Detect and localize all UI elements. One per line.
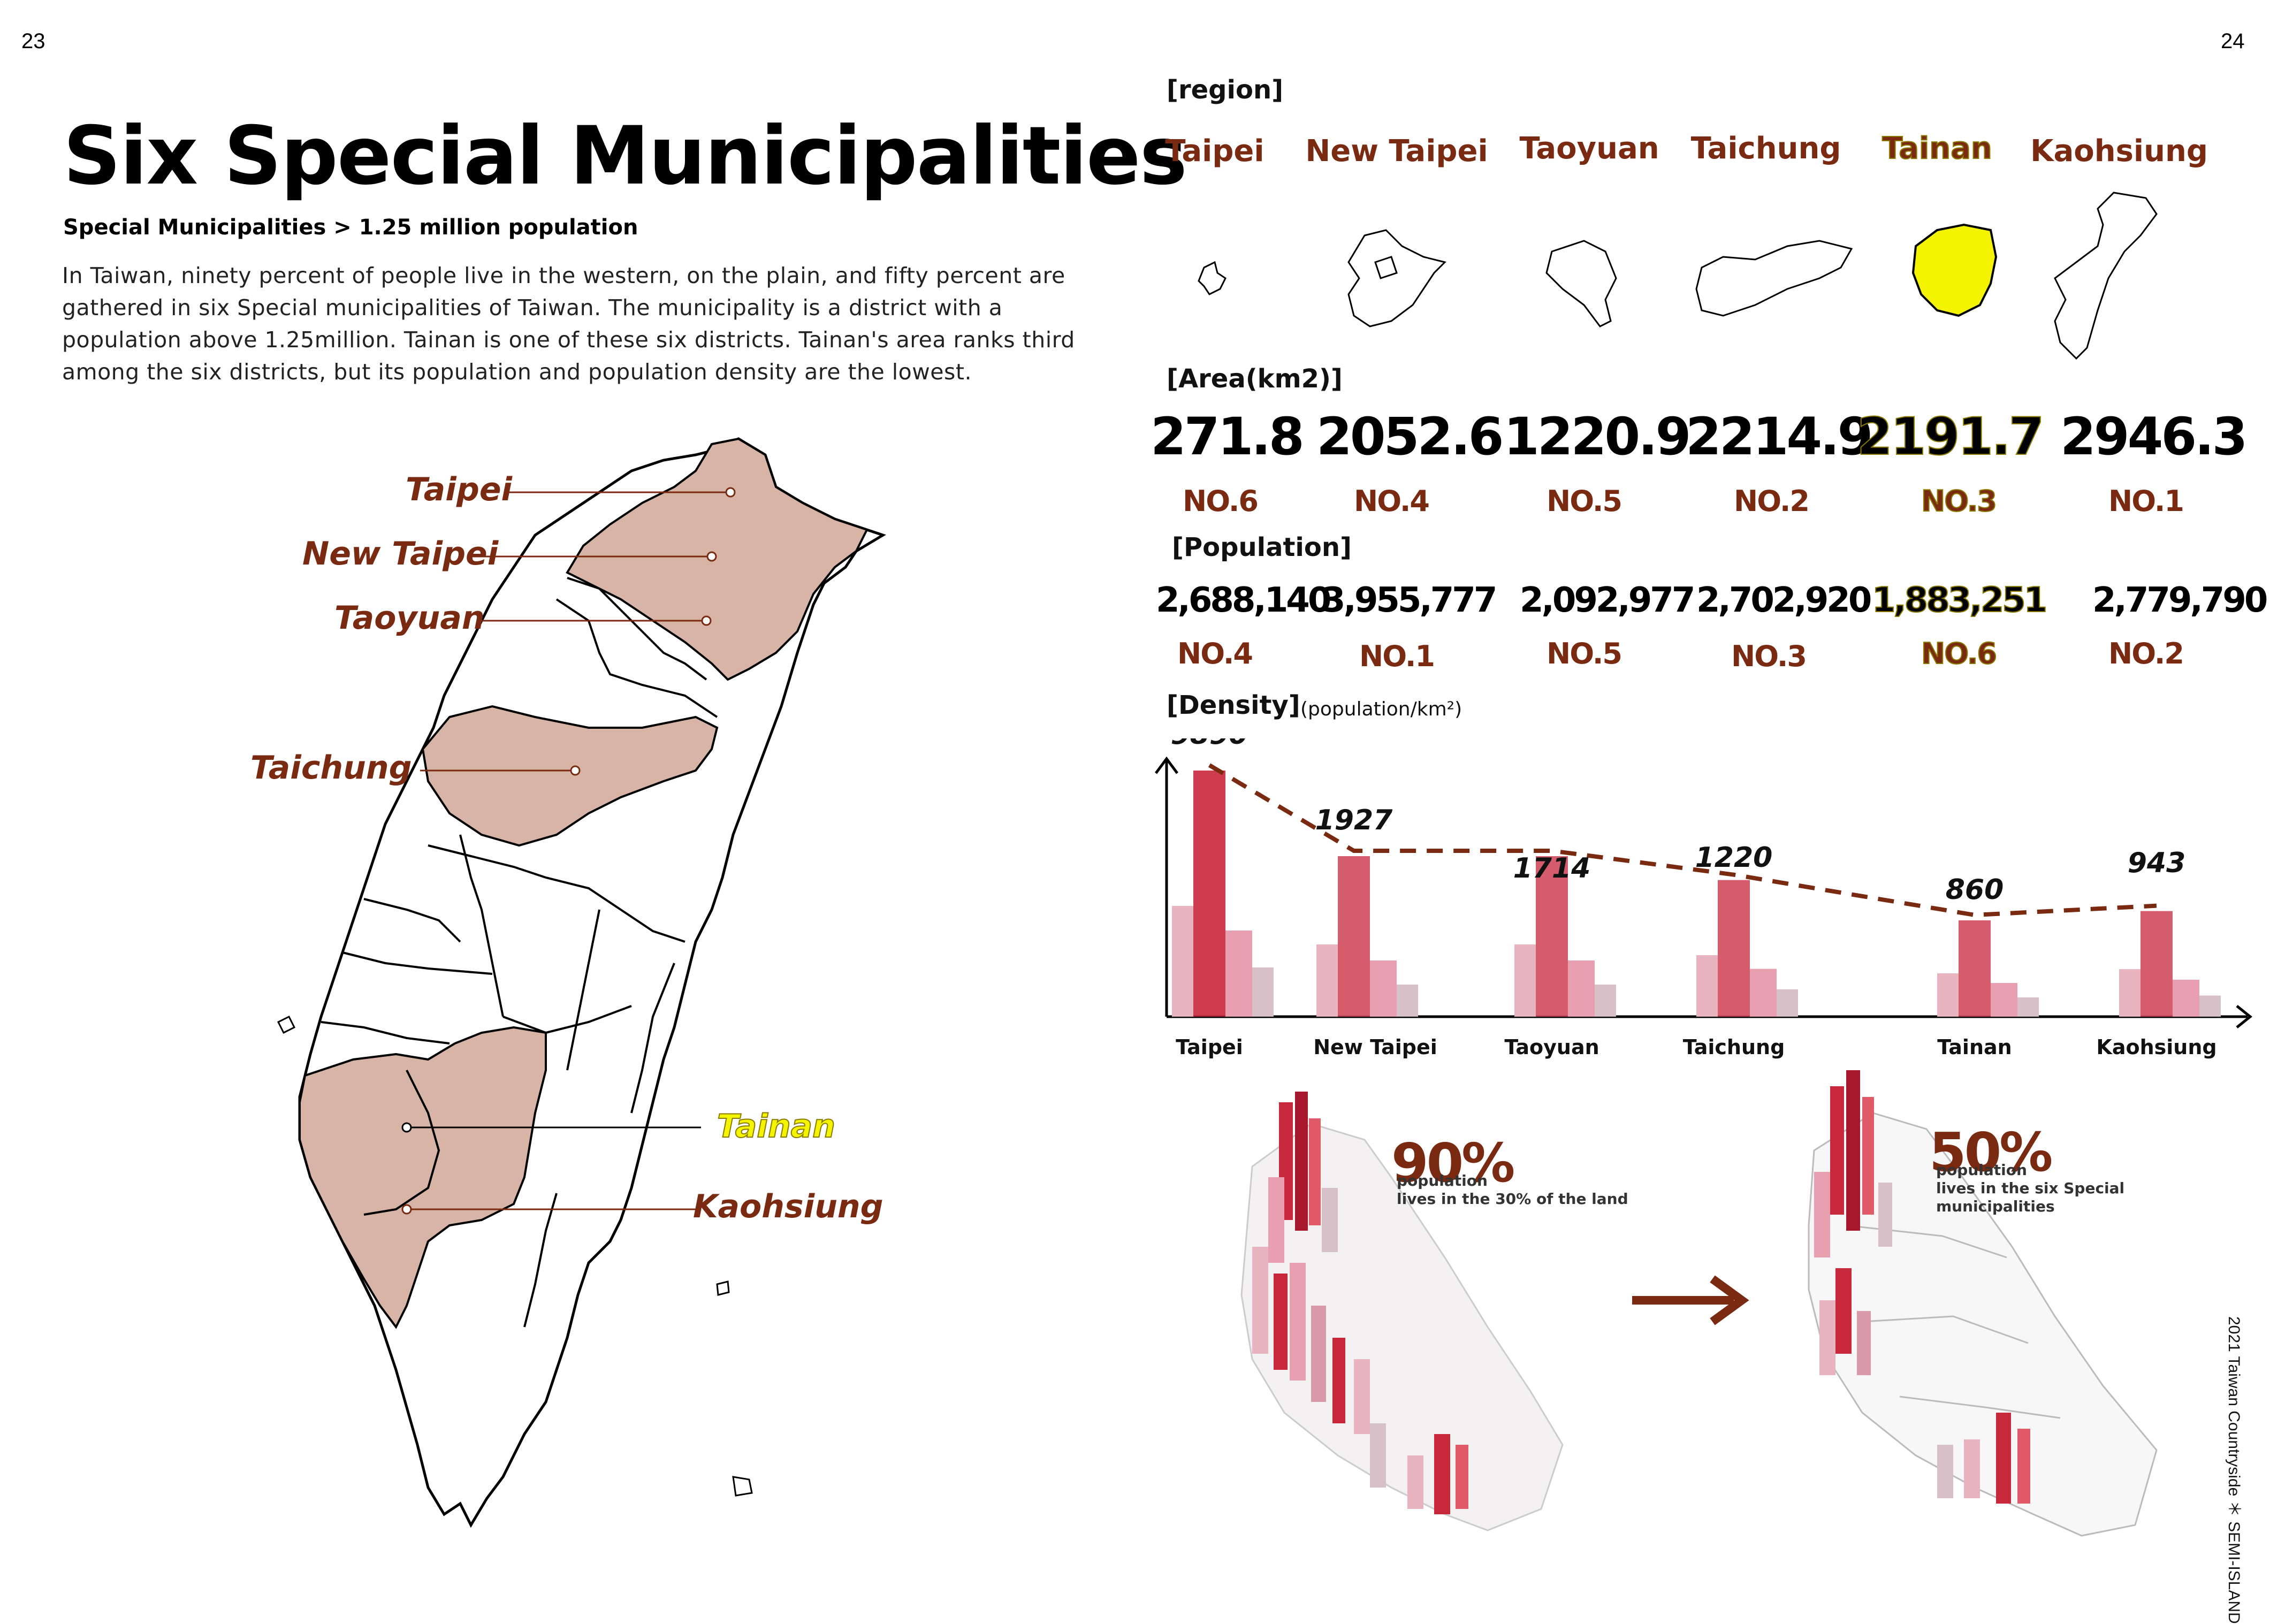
orchid-island xyxy=(732,1476,753,1497)
region-name-taichung: Taichung xyxy=(1690,131,1841,166)
area-rank-new-taipei: NO.4 xyxy=(1354,484,1430,518)
population-rank-taoyuan: NO.5 xyxy=(1547,637,1622,670)
bars-left xyxy=(1252,1092,1468,1514)
area-value-new-taipei: 2052.6 xyxy=(1316,407,1504,467)
density-bar-kaohsiung xyxy=(2119,911,2221,1017)
population-value-taichung: 2,702,920 xyxy=(1696,581,1872,620)
footer-vertical: 2021 Taiwan Countryside ＊ SEMI-ISLAND xyxy=(2225,1316,2243,1624)
outline-taichung xyxy=(1695,240,1853,317)
density-category-label: New Taipei xyxy=(1313,1035,1437,1059)
map-label-new-taipei: New Taipei xyxy=(302,535,499,573)
map-label-taipei: Taipei xyxy=(406,471,513,508)
area-rank-taoyuan: NO.5 xyxy=(1547,484,1622,518)
density-bar-taipei xyxy=(1172,771,1274,1017)
density-category-label: Kaohsiung xyxy=(2096,1035,2216,1059)
green-island xyxy=(716,1280,730,1296)
outline-new-taipei xyxy=(1347,229,1446,327)
population-rank-new-taipei: NO.1 xyxy=(1359,639,1435,673)
region-name-tainan: Tainan xyxy=(1881,131,1993,166)
percent-50: 50% xyxy=(1929,1121,2053,1184)
population-rank-taipei: NO.4 xyxy=(1177,637,1253,670)
density-category-label: Taipei xyxy=(1176,1035,1243,1059)
density-map-90 xyxy=(1240,1092,1564,1531)
page-number-left: 23 xyxy=(21,29,45,53)
area-value-taichung: 2214.9 xyxy=(1686,407,1873,467)
map-label-taoyuan: Taoyuan xyxy=(334,599,485,637)
density-category-label: Taoyuan xyxy=(1504,1035,1599,1059)
area-value-taoyuan: 1220.9 xyxy=(1504,407,1691,467)
percent-50-caption: population lives in the six Special muni… xyxy=(1936,1161,2125,1215)
outline-taipei xyxy=(1198,261,1227,295)
population-rank-taichung: NO.3 xyxy=(1731,639,1807,673)
area-value-taipei: 271.8 xyxy=(1151,407,1305,467)
page-number-right: 24 xyxy=(2221,29,2245,53)
density-value-label: 1714 xyxy=(1513,852,1591,885)
taiwan-map xyxy=(277,437,886,1528)
page-title: Six Special Municipalities xyxy=(63,110,1187,203)
density-bar-tainan xyxy=(1937,920,2039,1017)
taichung-fill xyxy=(421,705,719,847)
population-rank-tainan: NO.6 xyxy=(1921,636,1998,671)
region-name-taoyuan: Taoyuan xyxy=(1519,131,1659,166)
area-value-kaohsiung: 2946.3 xyxy=(2060,407,2248,467)
population-rank-kaohsiung: NO.2 xyxy=(2108,637,2184,670)
area-value-tainan: 2191.7 xyxy=(1856,406,2045,467)
region-heading: [region] xyxy=(1167,75,1284,105)
density-heading: [Density] xyxy=(1167,690,1300,720)
percent-90: 90% xyxy=(1391,1132,1515,1194)
outline-taoyuan xyxy=(1545,240,1617,327)
population-value-taoyuan: 2,092,977 xyxy=(1520,581,1695,620)
area-rank-tainan: NO.3 xyxy=(1921,484,1998,519)
outline-kaohsiung xyxy=(2054,192,2158,360)
intro-paragraph: In Taiwan, ninety percent of people live… xyxy=(62,263,1075,385)
density-value-label: 860 xyxy=(1946,874,2004,906)
density-category-label: Tainan xyxy=(1937,1035,2012,1059)
map-label-kaohsiung: Kaohsiung xyxy=(693,1188,883,1225)
map-label-taichung: Taichung xyxy=(250,749,412,787)
density-value-label: 943 xyxy=(2128,847,2186,879)
density-bar-taichung xyxy=(1696,880,1798,1017)
region-name-taipei: Taipei xyxy=(1165,134,1265,169)
percent-90-caption: population lives in the 30% of the land xyxy=(1397,1172,1628,1208)
map-label-tainan: Tainan xyxy=(717,1107,836,1146)
page-subtitle: Special Municipalities > 1.25 million po… xyxy=(63,215,638,240)
population-value-kaohsiung: 2,779,790 xyxy=(2092,581,2268,620)
area-rank-kaohsiung: NO.1 xyxy=(2108,484,2184,518)
density-bar-new-taipei xyxy=(1316,856,1418,1017)
taiwan-outline xyxy=(298,437,886,1528)
south-region-fill xyxy=(299,1026,547,1329)
density-unit: (population/km²) xyxy=(1300,698,1462,720)
density-value-label: 9890 xyxy=(1171,738,1248,751)
area-heading: [Area(km2)] xyxy=(1167,364,1343,394)
region-outlines xyxy=(1198,192,2158,360)
density-map-50 xyxy=(1808,1070,2158,1537)
region-name-kaohsiung: Kaohsiung xyxy=(2030,134,2208,169)
population-heading: [Population] xyxy=(1172,532,1352,562)
density-value-label: 1220 xyxy=(1695,842,1773,874)
penghu-islands xyxy=(277,1015,296,1034)
population-value-new-taipei: 3,955,777 xyxy=(1322,581,1497,620)
density-value-label: 1927 xyxy=(1315,804,1393,836)
outline-tainan xyxy=(1911,223,1998,317)
density-trend-line xyxy=(1208,763,2157,918)
north-region-fill xyxy=(566,437,869,681)
area-rank-taipei: NO.6 xyxy=(1183,484,1259,518)
bars-right xyxy=(1814,1070,2030,1504)
right-arrow-icon xyxy=(1632,1275,1749,1325)
density-bar-taoyuan xyxy=(1514,856,1616,1017)
density-category-label: Taichung xyxy=(1683,1035,1785,1059)
region-name-new-taipei: New Taipei xyxy=(1305,134,1488,169)
area-rank-taichung: NO.2 xyxy=(1734,484,1810,518)
population-value-taipei: 2,688,140 xyxy=(1156,581,1331,620)
density-chart: 9890 1927 1714 1220 860 943 Taipei New Taipei Ta… xyxy=(1154,738,2253,1059)
population-value-tainan: 1,883,251 xyxy=(1871,580,2048,621)
